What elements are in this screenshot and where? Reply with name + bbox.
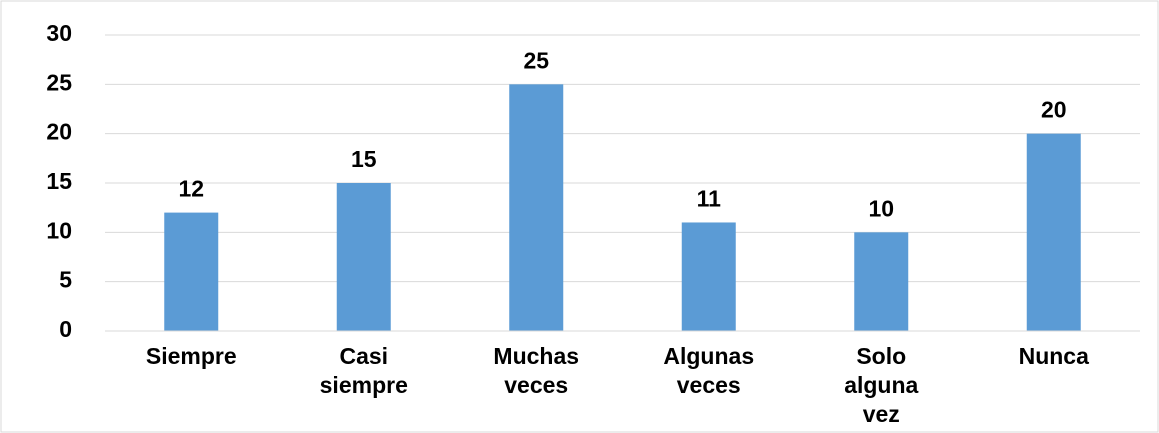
y-tick-label: 25 (46, 69, 72, 95)
bar (854, 232, 909, 331)
bar (1026, 133, 1081, 331)
x-tick-label: Casi siempre (320, 343, 408, 398)
data-label: 12 (178, 176, 204, 202)
data-label: 25 (523, 47, 549, 73)
x-tick-label: Siempre (146, 343, 237, 369)
data-label: 11 (697, 186, 722, 212)
x-tick-label: Muchas veces (493, 343, 579, 398)
y-tick-label: 15 (46, 168, 72, 194)
y-tick-label: 20 (46, 119, 72, 145)
x-tick-label: Solo alguna vez (844, 343, 918, 427)
bar (509, 84, 564, 331)
y-tick-label: 5 (59, 267, 72, 293)
data-label: 20 (1041, 97, 1067, 123)
y-tick-label: 0 (59, 316, 72, 342)
bar (681, 222, 736, 331)
y-tick-label: 10 (46, 217, 72, 243)
bar (164, 212, 219, 331)
data-label: 10 (868, 195, 894, 221)
x-tick-label: Nunca (1019, 343, 1090, 369)
bar (336, 183, 391, 331)
x-tick-label: Algunas veces (663, 343, 754, 398)
data-label: 15 (351, 146, 377, 172)
y-tick-label: 30 (46, 20, 72, 46)
